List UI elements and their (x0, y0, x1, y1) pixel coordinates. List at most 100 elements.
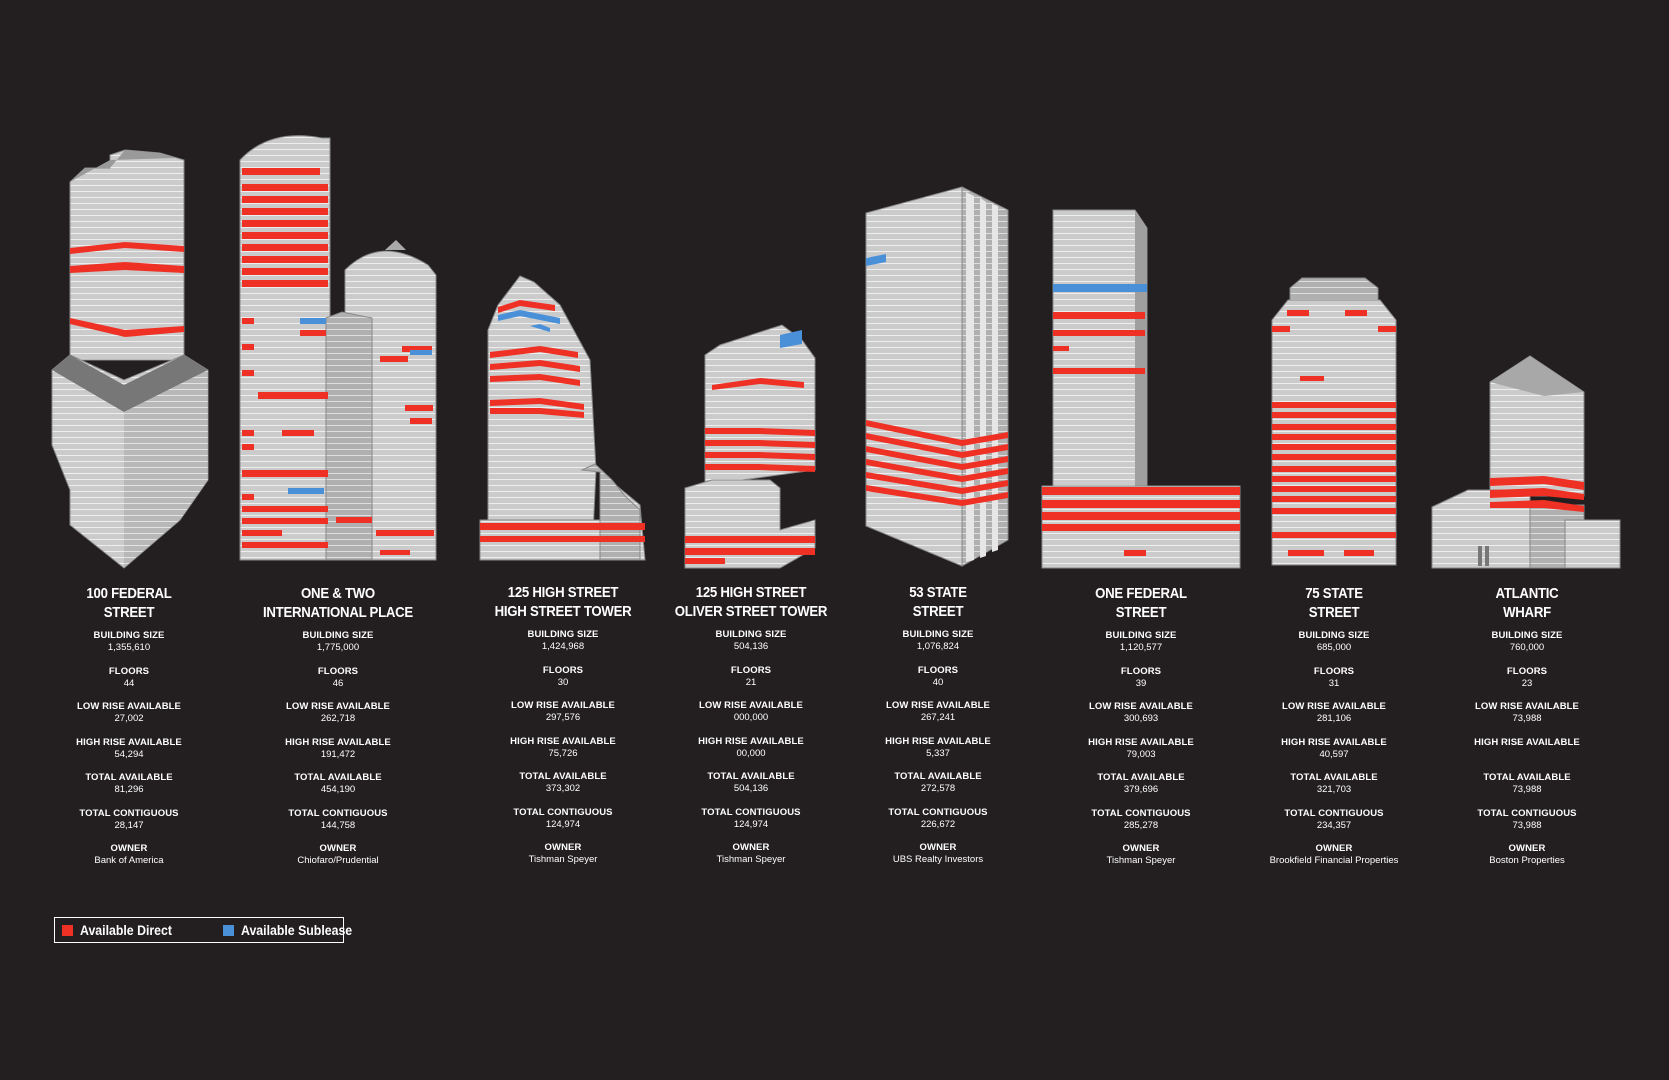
building-name-line1: 75 STATE (1305, 585, 1363, 602)
stat-value: 454,190 (320, 784, 356, 795)
legend: Available Direct Available Sublease (54, 917, 352, 943)
stat-label: OWNER (319, 843, 357, 854)
stat-value: 73,988 (1512, 713, 1542, 724)
stat-label: TOTAL AVAILABLE (519, 771, 607, 782)
stat-total-contiguous: TOTAL CONTIGUOUS 124,974 (656, 807, 846, 843)
stat-high-rise: HIGH RISE AVAILABLE (1432, 737, 1622, 773)
stat-label: TOTAL AVAILABLE (1483, 772, 1571, 783)
stat-value: 46 (332, 677, 344, 689)
building-info-6: ONE FEDERAL STREET BUILDING SIZE 1,120,57… (1046, 584, 1236, 879)
stat-value: Brookfield Financial Properties (1269, 855, 1399, 866)
stat-value: 124,974 (733, 818, 769, 830)
stat-low-rise: LOW RISE AVAILABLE 000,000 (656, 700, 846, 736)
direct-floor-marks (1272, 310, 1396, 556)
building-name-line1: ONE & TWO (301, 585, 375, 602)
stat-label: HIGH RISE AVAILABLE (885, 735, 991, 747)
building-name-line2: OLIVER STREET TOWER (674, 603, 828, 620)
building-name-line1: 125 HIGH STREET (695, 584, 807, 601)
sublease-floor-marks (780, 330, 802, 348)
stat-low-rise: LOW RISE AVAILABLE 262,718 (243, 701, 433, 737)
building-name: ATLANTIC WHARF (1443, 584, 1610, 622)
stat-value: 1,424,968 (541, 641, 585, 652)
stat-value: 00,000 (736, 747, 766, 759)
stat-label: BUILDING SIZE (1298, 630, 1370, 641)
building-info-7: 75 STATE STREET BUILDING SIZE 685,000 FLO… (1239, 584, 1429, 879)
direct-floor-marks (685, 378, 815, 564)
stat-value: 73,988 (1512, 819, 1542, 831)
stat-floors: FLOORS 46 (243, 666, 433, 702)
building-name-line2: STREET (1115, 604, 1167, 621)
stat-floors: FLOORS 21 (656, 665, 846, 701)
stat-value: 144,758 (320, 819, 356, 831)
sublease-floor-marks (1053, 284, 1147, 292)
stat-building-size: BUILDING SIZE 1,424,968 (468, 629, 658, 665)
stat-label: BUILDING SIZE (715, 629, 787, 640)
stat-low-rise: LOW RISE AVAILABLE 27,002 (34, 701, 224, 737)
direct-floor-marks (1042, 312, 1240, 556)
stat-floors: FLOORS 30 (468, 665, 658, 701)
stat-label: HIGH RISE AVAILABLE (698, 735, 804, 747)
stat-value: 760,000 (1509, 642, 1545, 653)
building-info-4: 125 HIGH STREET OLIVER STREET TOWER BUIL… (656, 583, 846, 878)
building-name-line2: STREET (912, 603, 964, 620)
stat-low-rise: LOW RISE AVAILABLE 300,693 (1046, 701, 1236, 737)
direct-floor-marks (70, 242, 184, 337)
stat-label: TOTAL AVAILABLE (707, 771, 795, 782)
building-125-high-street-oliver-tower (684, 324, 816, 569)
stat-label: BUILDING SIZE (1491, 630, 1563, 641)
building-name: 100 FEDERAL STREET (45, 584, 212, 622)
stat-owner: OWNER Boston Properties (1432, 843, 1622, 879)
stat-label: LOW RISE AVAILABLE (698, 700, 803, 711)
stat-label: TOTAL CONTIGUOUS (888, 806, 988, 818)
stat-label: FLOORS (1120, 665, 1162, 677)
stat-total-available: TOTAL AVAILABLE 321,703 (1239, 772, 1429, 808)
stat-floors: FLOORS 39 (1046, 666, 1236, 702)
stat-total-contiguous: TOTAL CONTIGUOUS 285,278 (1046, 808, 1236, 844)
stat-value: 285,278 (1123, 819, 1159, 831)
stat-value: Boston Properties (1489, 855, 1565, 866)
stat-label: LOW RISE AVAILABLE (285, 701, 390, 712)
stat-label: OWNER (732, 842, 770, 853)
stat-total-available: TOTAL AVAILABLE 379,696 (1046, 772, 1236, 808)
building-name: ONE FEDERAL STREET (1057, 584, 1224, 622)
building-name-line2: WHARF (1503, 604, 1551, 621)
stat-value: 191,472 (320, 748, 356, 760)
building-info-5: 53 STATE STREET BUILDING SIZE 1,076,824 F… (843, 583, 1033, 878)
stat-low-rise: LOW RISE AVAILABLE 267,241 (843, 700, 1033, 736)
stat-label: TOTAL CONTIGUOUS (1477, 807, 1577, 819)
stat-building-size: BUILDING SIZE 504,136 (656, 629, 846, 665)
building-one-federal-street (1041, 209, 1241, 569)
stat-owner: OWNER Tishman Speyer (656, 842, 846, 878)
stat-label: FLOORS (1506, 665, 1548, 677)
stat-floors: FLOORS 31 (1239, 666, 1429, 702)
stat-label: HIGH RISE AVAILABLE (285, 736, 391, 748)
stat-value: 31 (1328, 677, 1340, 689)
direct-floor-marks (480, 300, 645, 542)
legend-item-direct: Available Direct (62, 922, 185, 938)
stat-building-size: BUILDING SIZE 760,000 (1432, 630, 1622, 666)
stat-label: FLOORS (917, 664, 959, 676)
stat-label: BUILDING SIZE (302, 630, 374, 641)
stat-value: Tishman Speyer (528, 854, 598, 865)
stat-value: 373,302 (545, 783, 581, 794)
stat-value: 504,136 (733, 783, 769, 794)
stat-building-size: BUILDING SIZE 1,076,824 (843, 629, 1033, 665)
building-125-high-street-tower (479, 275, 646, 561)
building-name: 125 HIGH STREET OLIVER STREET TOWER (667, 583, 834, 621)
stat-total-contiguous: TOTAL CONTIGUOUS 234,357 (1239, 808, 1429, 844)
stat-owner: OWNER UBS Realty Investors (843, 842, 1033, 878)
stat-owner: OWNER Tishman Speyer (468, 842, 658, 878)
stat-total-contiguous: TOTAL CONTIGUOUS 124,974 (468, 807, 658, 843)
direct-swatch (62, 924, 73, 936)
stat-label: BUILDING SIZE (527, 629, 599, 640)
building-name-line2: STREET (103, 604, 155, 621)
building-info-3: 125 HIGH STREET HIGH STREET TOWER BUILDI… (468, 583, 658, 878)
stat-value: Bank of America (94, 855, 164, 866)
building-info-2: ONE & TWO INTERNATIONAL PLACE BUILDING S… (243, 584, 433, 879)
stat-value: 281,106 (1316, 713, 1352, 724)
stat-label: HIGH RISE AVAILABLE (510, 735, 616, 747)
stat-value: 124,974 (545, 818, 581, 830)
stat-label: HIGH RISE AVAILABLE (1281, 736, 1387, 748)
stat-value: 504,136 (733, 641, 769, 652)
